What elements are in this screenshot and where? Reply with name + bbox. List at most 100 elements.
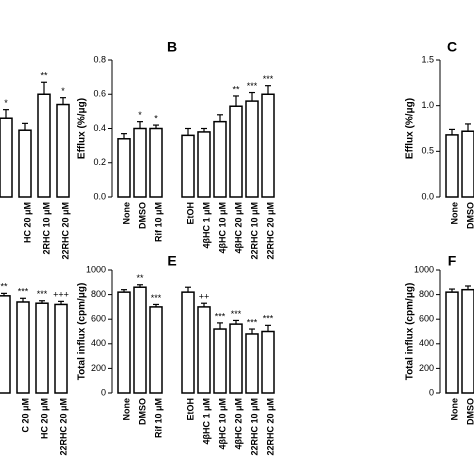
y-tick-label: 600 [419,314,434,324]
x-tick-label: DMSO [137,398,147,425]
bar [117,138,131,198]
bar [56,103,70,198]
x-tick-label: EtOH [185,398,195,421]
bar [197,306,211,394]
significance: *** [151,293,162,303]
x-tick-label: 22RHC 10 μM [249,202,259,260]
bar [54,303,68,394]
x-tick-label: 22RHC 20 μM [58,398,68,456]
y-tick-label: 800 [419,289,434,299]
y-tick-label: 0.4 [93,123,106,133]
bar [149,306,163,394]
x-tick-label: 4βHC 1 μM [201,398,211,445]
significance: * [61,86,65,96]
bar [229,105,243,198]
y-axis-label: Efflux (%/μg) [77,98,88,159]
x-tick-label: 4βHC 10 μM [217,398,227,450]
bar [229,323,243,394]
y-tick-label: 800 [91,289,106,299]
y-tick-label: 1.5 [421,54,434,64]
y-tick-label: 400 [419,338,434,348]
x-tick-label: EtOH [185,202,195,225]
significance: * [154,113,158,123]
y-tick-label: 1000 [86,264,106,274]
x-tick-label: 4βHC 1 μM [201,202,211,249]
bar [117,291,131,394]
x-tick-label: 22RHC 20 μM [60,202,70,260]
significance: +++ [53,290,69,300]
bar [245,100,259,198]
x-tick-label: 2RHC 10 μM [41,202,51,255]
y-tick-label: 0.8 [93,54,106,64]
significance: *** [18,287,29,297]
significance: * [4,98,8,108]
x-tick-label: DMSO [465,398,474,425]
bar [213,328,227,394]
bar [461,288,474,394]
panel-letter: F [448,253,457,269]
bar [197,131,211,198]
y-tick-label: 0.0 [93,191,106,201]
x-tick-label: None [449,202,459,225]
bar [149,127,163,198]
significance: *** [247,81,258,91]
significance: ** [0,282,8,292]
significance: ** [40,71,48,81]
x-tick-label: None [449,398,459,421]
y-tick-label: 0 [101,387,106,397]
x-tick-label: 22RHC 20 μM [265,202,275,260]
bar [181,134,195,198]
y-tick-label: 0.6 [93,89,106,99]
y-tick-label: 0.5 [421,146,434,156]
x-tick-label: Rif 10 μM [153,202,163,242]
y-axis-label: Total influx (cpm/μg) [77,283,88,381]
bar [445,291,459,394]
bar [445,134,459,198]
y-tick-label: 200 [419,363,434,373]
panel-letter: B [167,39,177,55]
significance: *** [215,311,226,321]
significance: ** [232,84,240,94]
x-tick-label: 4βHC 20 μM [233,202,243,254]
x-tick-label: 4βHC 20 μM [233,398,243,450]
x-tick-label: HC 20 μM [39,398,49,439]
bar [18,129,32,198]
significance: * [138,110,142,120]
x-tick-label: DMSO [137,202,147,229]
y-tick-label: 400 [91,338,106,348]
bar [245,333,259,394]
y-tick-label: 200 [91,363,106,373]
x-tick-label: 4βHC 10 μM [217,202,227,254]
bar [213,120,227,198]
bar [0,295,11,394]
significance: ** [136,273,144,283]
y-tick-label: 0.0 [421,191,434,201]
x-tick-label: 22RHC 10 μM [249,398,259,456]
panel-letter: C [447,39,457,55]
significance: *** [263,314,274,324]
x-tick-label: DMSO [465,202,474,229]
significance: *** [263,74,274,84]
panel-letter: E [167,253,176,269]
bar [133,127,147,198]
significance: *** [247,317,258,327]
bar [181,291,195,394]
significance: ++ [199,292,210,302]
significance: *** [37,289,48,299]
y-tick-label: 1.0 [421,100,434,110]
bar [261,93,275,198]
x-tick-label: None [121,202,131,225]
y-axis-label: Total influx (cpm/μg) [405,283,416,381]
x-tick-label: HC 20 μM [22,202,32,243]
bar [35,302,49,394]
x-tick-label: 22RHC 20 μM [265,398,275,456]
significance: *** [231,309,242,319]
bar [133,286,147,394]
y-tick-label: 0 [429,387,434,397]
x-tick-label: Rif 10 μM [153,398,163,438]
y-axis-label: Efflux (%/μg) [405,98,416,159]
bar [37,93,51,198]
bar [461,130,474,198]
